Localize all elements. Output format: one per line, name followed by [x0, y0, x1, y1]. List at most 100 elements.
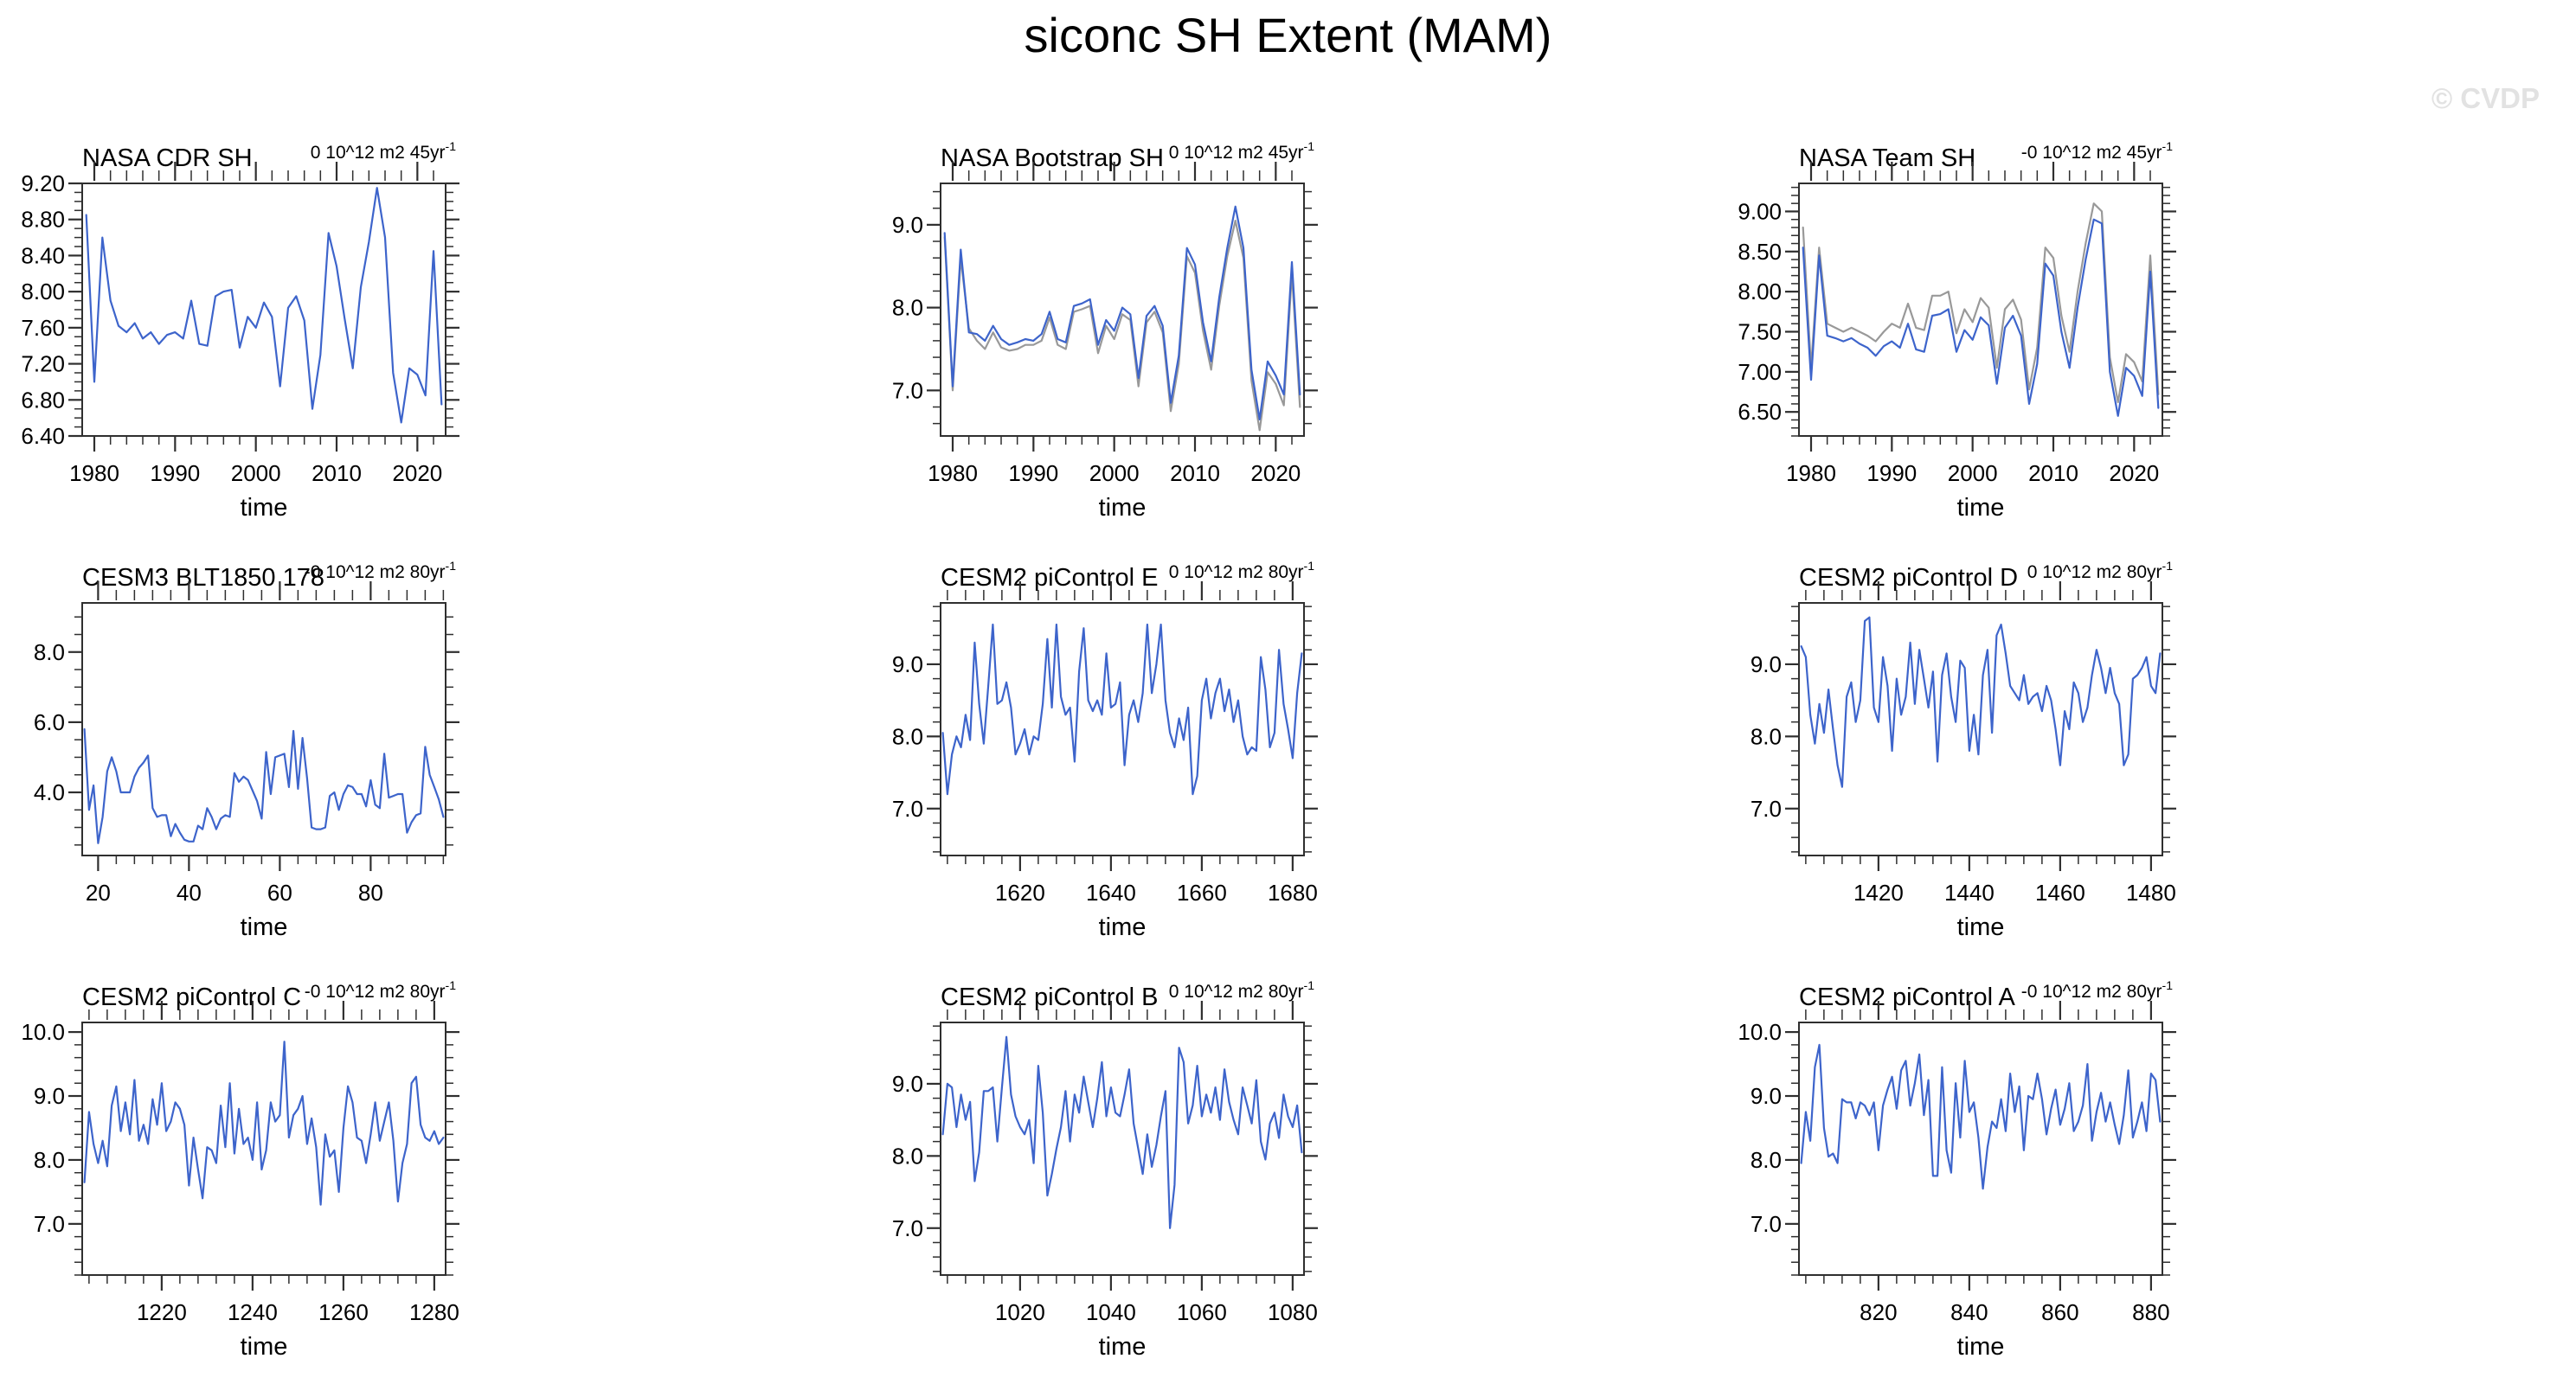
x-tick-label: 60	[267, 880, 292, 906]
panel-units-base: 0 10^12 m2 80yr	[2027, 562, 2162, 582]
x-tick-label: 1020	[995, 1299, 1045, 1325]
panel-units: 0 10^12 m2 80yr-1	[1169, 978, 1314, 1002]
y-tick-label: 9.0	[1751, 1083, 1782, 1109]
panel-units-base: -0 10^12 m2 80yr	[2021, 982, 2162, 1002]
plot-border	[81, 183, 446, 437]
series-line	[83, 1041, 445, 1206]
plot-border	[81, 602, 446, 856]
plot-area: 20 40 60 80 4.0 6.0 8.0	[34, 581, 459, 906]
x-tick-label: 1480	[2126, 880, 2176, 906]
x-tick-label: 840	[1950, 1299, 1988, 1325]
x-tick-label: 40	[177, 880, 202, 906]
panel-units: 0 10^12 m2 45yr-1	[311, 139, 456, 163]
panel-grid: NASA CDR SH 0 10^12 m2 45yr-1 1980 1990 20…	[0, 130, 2575, 1388]
panel-units: 0 10^12 m2 80yr-1	[1169, 559, 1314, 582]
plot-border	[940, 602, 1305, 856]
chart-svg: NASA Bootstrap SH 0 10^12 m2 45yr-1 1980…	[892, 139, 1318, 522]
x-axis-title: time	[1957, 494, 2005, 522]
x-axis-title: time	[1957, 1333, 2005, 1361]
panel-title: CESM2 piControl A	[1799, 984, 2015, 1011]
panel-units-exponent: -1	[2162, 139, 2174, 153]
x-tick-label: 1980	[1786, 460, 1836, 486]
y-tick-label: 8.0	[892, 723, 923, 749]
panel-cesm2-picontrol-b: CESM2 piControl B 0 10^12 m2 80yr-1 1020…	[858, 969, 1717, 1388]
panel-units-base: 0 10^12 m2 45yr	[311, 143, 446, 163]
y-tick-label: 8.0	[34, 639, 65, 665]
x-tick-label: 2010	[1170, 460, 1220, 486]
x-axis-title: time	[1957, 913, 2005, 941]
x-tick-label: 20	[86, 880, 111, 906]
panel-title: CESM3 BLT1850 178	[82, 564, 324, 592]
panel-title: NASA CDR SH	[82, 144, 253, 172]
panel-units: -0 10^12 m2 80yr-1	[305, 978, 456, 1002]
x-tick-label: 1080	[1268, 1299, 1318, 1325]
series-line	[1802, 202, 2160, 404]
plot-area: 1980 1990 2000 2010 2020 6.50 7.00 7.50 8.00 8.50…	[1738, 162, 2176, 486]
panel-units-base: 0 10^12 m2 80yr	[1169, 562, 1304, 582]
x-tick-label: 2010	[2028, 460, 2078, 486]
x-tick-label: 1220	[137, 1299, 187, 1325]
panel-units: 0 10^12 m2 80yr-1	[2027, 559, 2173, 582]
x-tick-label: 2000	[1948, 460, 1998, 486]
y-tick-label: 9.0	[892, 212, 923, 238]
x-tick-label: 1420	[1853, 880, 1904, 906]
plot-area: 1620 1640 1660 1680 7.0 8.0 9.0	[892, 581, 1318, 906]
panel-units-exponent: -1	[1304, 559, 1315, 573]
plot-area: 1980 1990 2000 2010 2020 7.0 8.0 9.0	[892, 162, 1318, 486]
panel-units-base: 0 10^12 m2 80yr	[1169, 982, 1304, 1002]
y-tick-label: 7.0	[1751, 1211, 1782, 1237]
y-tick-label: 10.0	[1738, 1019, 1782, 1045]
series-line	[943, 219, 1301, 432]
y-tick-label: 7.50	[1738, 318, 1782, 344]
y-tick-label: 8.00	[21, 279, 65, 304]
y-tick-label: 7.0	[892, 377, 923, 403]
panel-units-exponent: -1	[446, 978, 457, 992]
chart-svg: CESM3 BLT1850 178 -0 10^12 m2 80yr-1 20 4…	[34, 559, 459, 941]
chart-svg: CESM2 piControl A -0 10^12 m2 80yr-1 820…	[1738, 978, 2176, 1361]
y-tick-label: 10.0	[21, 1019, 65, 1045]
series-line	[1800, 1043, 2162, 1190]
x-tick-label: 1280	[409, 1299, 459, 1325]
y-tick-label: 8.0	[1751, 723, 1782, 749]
panel-units-base: -0 10^12 m2 45yr	[2021, 143, 2162, 163]
x-tick-label: 1620	[995, 880, 1045, 906]
plot-border	[1798, 183, 2163, 437]
y-tick-label: 9.00	[1738, 198, 1782, 224]
x-tick-label: 1460	[2035, 880, 2085, 906]
panel-units: -0 10^12 m2 80yr-1	[305, 559, 456, 582]
y-tick-label: 8.80	[21, 207, 65, 233]
figure-title: siconc SH Extent (MAM)	[1024, 8, 1552, 62]
panel-title: NASA Bootstrap SH	[941, 144, 1164, 172]
plot-area: 1420 1440 1460 1480 7.0 8.0 9.0	[1751, 581, 2176, 906]
panel-units-exponent: -1	[2162, 559, 2174, 573]
x-tick-label: 1990	[150, 460, 200, 486]
panel-units: 0 10^12 m2 45yr-1	[1169, 139, 1314, 163]
x-tick-label: 1680	[1268, 880, 1318, 906]
x-axis-title: time	[1099, 494, 1147, 522]
y-tick-label: 9.0	[892, 1071, 923, 1097]
y-tick-label: 8.0	[34, 1147, 65, 1173]
plot-border	[940, 183, 1305, 437]
x-tick-label: 1980	[69, 460, 119, 486]
panel-title: NASA Team SH	[1799, 144, 1975, 172]
x-tick-label: 1980	[928, 460, 978, 486]
y-tick-label: 6.50	[1738, 399, 1782, 425]
chart-svg: CESM2 piControl D 0 10^12 m2 80yr-1 1420…	[1751, 559, 2176, 941]
y-tick-label: 8.50	[1738, 239, 1782, 265]
x-tick-label: 1240	[228, 1299, 278, 1325]
panel-cesm3-blt1850-178: CESM3 BLT1850 178 -0 10^12 m2 80yr-1 20 4…	[0, 549, 858, 969]
panel-cesm2-picontrol-c: CESM2 piControl C -0 10^12 m2 80yr-1 122…	[0, 969, 858, 1388]
x-axis-title: time	[241, 913, 288, 941]
panel-units: -0 10^12 m2 45yr-1	[2021, 139, 2173, 163]
y-tick-label: 8.0	[892, 295, 923, 321]
y-tick-label: 8.0	[1751, 1147, 1782, 1173]
x-tick-label: 1660	[1177, 880, 1227, 906]
chart-svg: CESM2 piControl C -0 10^12 m2 80yr-1 122…	[21, 978, 459, 1361]
y-tick-label: 9.0	[892, 651, 923, 677]
panel-units-exponent: -1	[1304, 978, 1315, 992]
y-tick-label: 7.00	[1738, 359, 1782, 385]
panel-cesm2-picontrol-d: CESM2 piControl D 0 10^12 m2 80yr-1 1420…	[1717, 549, 2575, 969]
x-tick-label: 1640	[1086, 880, 1136, 906]
y-tick-label: 7.0	[892, 796, 923, 822]
